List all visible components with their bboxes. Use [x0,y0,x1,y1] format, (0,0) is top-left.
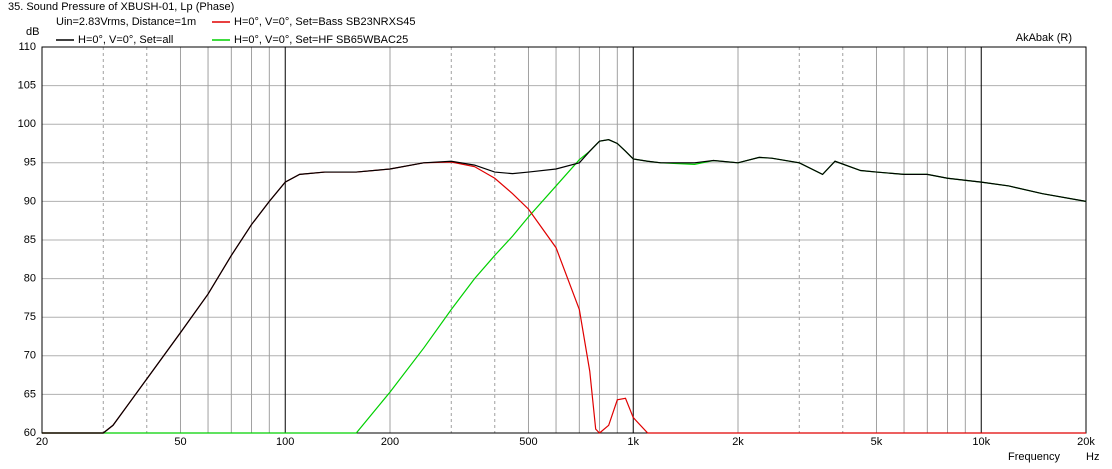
y-tick-label: 65 [24,388,36,400]
y-tick-label: 95 [24,157,36,169]
y-tick-label: 75 [24,311,36,323]
x-unit: Hz [1086,451,1099,463]
watermark: AkAbak (R) [1016,32,1072,44]
x-tick-label: 20 [36,436,48,448]
legend-label: H=0°, V=0°, Set=Bass SB23NRXS45 [234,16,416,28]
y-tick-label: 60 [24,427,36,439]
x-tick-label: 50 [174,436,186,448]
y-tick-label: 100 [18,118,36,130]
plot-frame [41,46,1087,434]
chart-title: 35. Sound Pressure of XBUSH-01, Lp (Phas… [8,1,234,13]
x-tick-label: 500 [519,436,537,448]
y-tick-label: 70 [24,350,36,362]
y-tick-label: 105 [18,80,36,92]
legend-label: H=0°, V=0°, Set=all [78,34,173,46]
subtitle: Uin=2.83Vrms, Distance=1m [56,16,196,28]
x-tick-label: 10k [972,436,990,448]
y-tick-label: 80 [24,273,36,285]
y-axis-label: dB [26,26,39,38]
legend-label: H=0°, V=0°, Set=HF SB65WBAC25 [234,34,408,46]
x-tick-label: 100 [276,436,294,448]
x-tick-label: 5k [871,436,883,448]
y-tick-label: 85 [24,234,36,246]
x-axis-label: Frequency [1008,451,1060,463]
y-tick-label: 90 [24,195,36,207]
y-tick-label: 110 [18,41,36,53]
x-tick-label: 1k [627,436,639,448]
x-tick-label: 2k [732,436,744,448]
x-tick-label: 20k [1077,436,1095,448]
series-line [42,139,1087,434]
x-tick-label: 200 [381,436,399,448]
